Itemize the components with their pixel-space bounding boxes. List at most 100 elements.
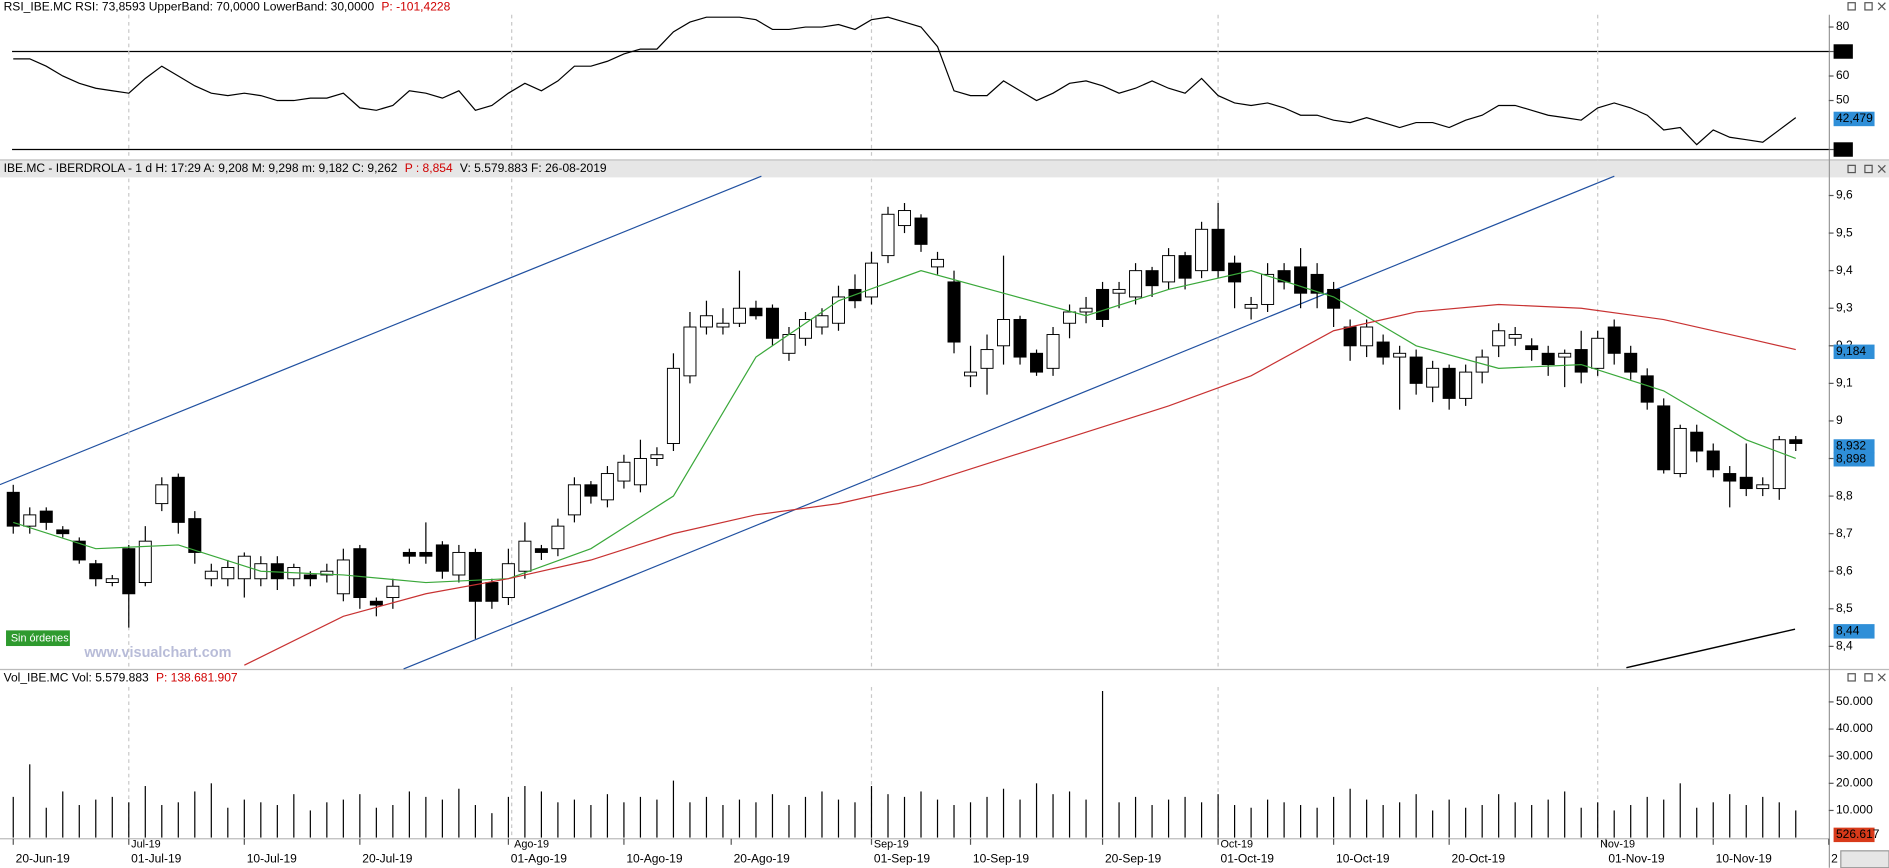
y-tick-label: 8,5 bbox=[1836, 601, 1853, 615]
candle-body bbox=[1294, 266, 1308, 294]
header-part: Vol_IBE.MC Vol: 5.579.883 bbox=[4, 671, 149, 685]
corner-button[interactable] bbox=[1840, 850, 1889, 868]
button[interactable] bbox=[1864, 2, 1873, 11]
candle-body bbox=[600, 473, 614, 501]
candle-body bbox=[1706, 450, 1720, 471]
candle-body bbox=[1442, 367, 1456, 399]
candle-body bbox=[435, 544, 449, 572]
button[interactable] bbox=[1864, 673, 1873, 682]
x-tick-label: 2 bbox=[1831, 851, 1838, 865]
candle-body bbox=[1261, 273, 1275, 305]
candle-body bbox=[402, 551, 416, 557]
candle-body bbox=[1640, 375, 1654, 403]
candle-body bbox=[23, 514, 37, 527]
candle-body bbox=[1096, 288, 1110, 320]
candle-body bbox=[947, 281, 961, 343]
button[interactable] bbox=[1864, 164, 1873, 174]
button[interactable] bbox=[1847, 673, 1856, 682]
x-tick-label: 20-Oct-19 bbox=[1452, 851, 1506, 865]
x-tick-label: 20-Sep-19 bbox=[1105, 851, 1161, 865]
button[interactable] bbox=[1877, 673, 1886, 682]
candle-body bbox=[386, 585, 400, 599]
candle-body bbox=[1574, 349, 1588, 373]
candle-body bbox=[815, 315, 829, 328]
button[interactable] bbox=[1877, 164, 1886, 174]
tick-box bbox=[1833, 142, 1853, 157]
y-tick-label: 9,3 bbox=[1836, 300, 1853, 314]
button[interactable] bbox=[1847, 164, 1856, 174]
candle-body bbox=[881, 213, 895, 257]
header-part: V: 5.579.883 F: 26-08-2019 bbox=[460, 161, 607, 175]
candle-body bbox=[931, 258, 945, 268]
candle-body bbox=[1558, 352, 1572, 358]
candle-body bbox=[897, 210, 912, 227]
candle-body bbox=[864, 262, 878, 298]
indicator-line bbox=[1626, 628, 1796, 669]
status-box bbox=[6, 630, 70, 647]
y-tick-label: 8,7 bbox=[1836, 526, 1853, 540]
button[interactable] bbox=[1877, 2, 1886, 11]
header-part: RSI_IBE.MC RSI: 73,8593 UpperBand: 70,00… bbox=[4, 0, 375, 14]
candle-body bbox=[964, 371, 978, 377]
x-tick-label: 10-Ago-19 bbox=[626, 851, 682, 865]
value-box bbox=[1833, 827, 1875, 843]
y-tick-label: 8,4 bbox=[1836, 639, 1853, 653]
candle-body bbox=[716, 322, 730, 328]
y-tick-label: 80 bbox=[1836, 19, 1850, 33]
panel-header: RSI_IBE.MC RSI: 73,8593 UpperBand: 70,00… bbox=[4, 0, 451, 14]
candle-body bbox=[666, 367, 680, 444]
candle-body bbox=[1789, 439, 1803, 444]
candle-body bbox=[89, 563, 103, 580]
button[interactable] bbox=[1847, 2, 1856, 11]
candle-body bbox=[1013, 319, 1027, 358]
y-tick-label: 9,6 bbox=[1836, 188, 1853, 202]
candle-body bbox=[171, 476, 185, 523]
candle-body bbox=[1657, 405, 1671, 471]
candle-body bbox=[369, 600, 383, 606]
tick-box bbox=[1833, 44, 1853, 59]
candle-body bbox=[1624, 352, 1638, 373]
candle-body bbox=[1393, 352, 1407, 358]
value-box-label: 8,898 bbox=[1836, 451, 1866, 465]
candle-body bbox=[1772, 439, 1786, 490]
candle-body bbox=[650, 454, 664, 459]
volume-header-bar bbox=[0, 670, 1889, 686]
candle-body bbox=[633, 458, 647, 486]
candle-body bbox=[204, 570, 218, 580]
moving-average bbox=[13, 270, 1796, 584]
y-tick-label: 9,5 bbox=[1836, 225, 1853, 239]
x-tick-label: 01-Jul-19 bbox=[131, 851, 181, 865]
y-tick-label: 9,4 bbox=[1836, 263, 1853, 277]
month-label: Nov-19 bbox=[1600, 839, 1635, 851]
y-tick-label: 9,1 bbox=[1836, 376, 1853, 390]
y-tick-label: 10.000 bbox=[1836, 803, 1873, 817]
candle-body bbox=[1756, 484, 1770, 490]
header-part: IBE.MC - IBERDROLA - 1 d H: 17:29 A: 9,2… bbox=[4, 161, 398, 175]
candle-body bbox=[1739, 476, 1753, 490]
candle-body bbox=[452, 551, 466, 576]
candle-body bbox=[798, 319, 812, 339]
candle-body bbox=[765, 307, 779, 339]
candle-body bbox=[617, 461, 631, 482]
candle-body bbox=[1079, 307, 1093, 313]
candle-body bbox=[732, 307, 746, 324]
y-tick-label: 30.000 bbox=[1836, 748, 1873, 762]
value-box bbox=[1833, 624, 1875, 639]
price-header-bar bbox=[0, 160, 1889, 178]
y-tick-label: 20.000 bbox=[1836, 776, 1873, 790]
candle-body bbox=[699, 315, 713, 328]
candle-body bbox=[501, 563, 515, 599]
value-box-label: 9,184 bbox=[1836, 344, 1866, 358]
candle-body bbox=[1541, 352, 1555, 366]
candle-body bbox=[72, 540, 86, 561]
rsi-line bbox=[13, 16, 1797, 146]
x-tick-label: 20-Jul-19 bbox=[362, 851, 412, 865]
candle-body bbox=[1327, 288, 1341, 309]
x-tick-label: 10-Oct-19 bbox=[1336, 851, 1390, 865]
candle-body bbox=[221, 566, 235, 580]
candle-body bbox=[1607, 326, 1621, 354]
x-tick-label: 20-Jun-19 bbox=[16, 851, 70, 865]
candle-body bbox=[584, 484, 598, 497]
